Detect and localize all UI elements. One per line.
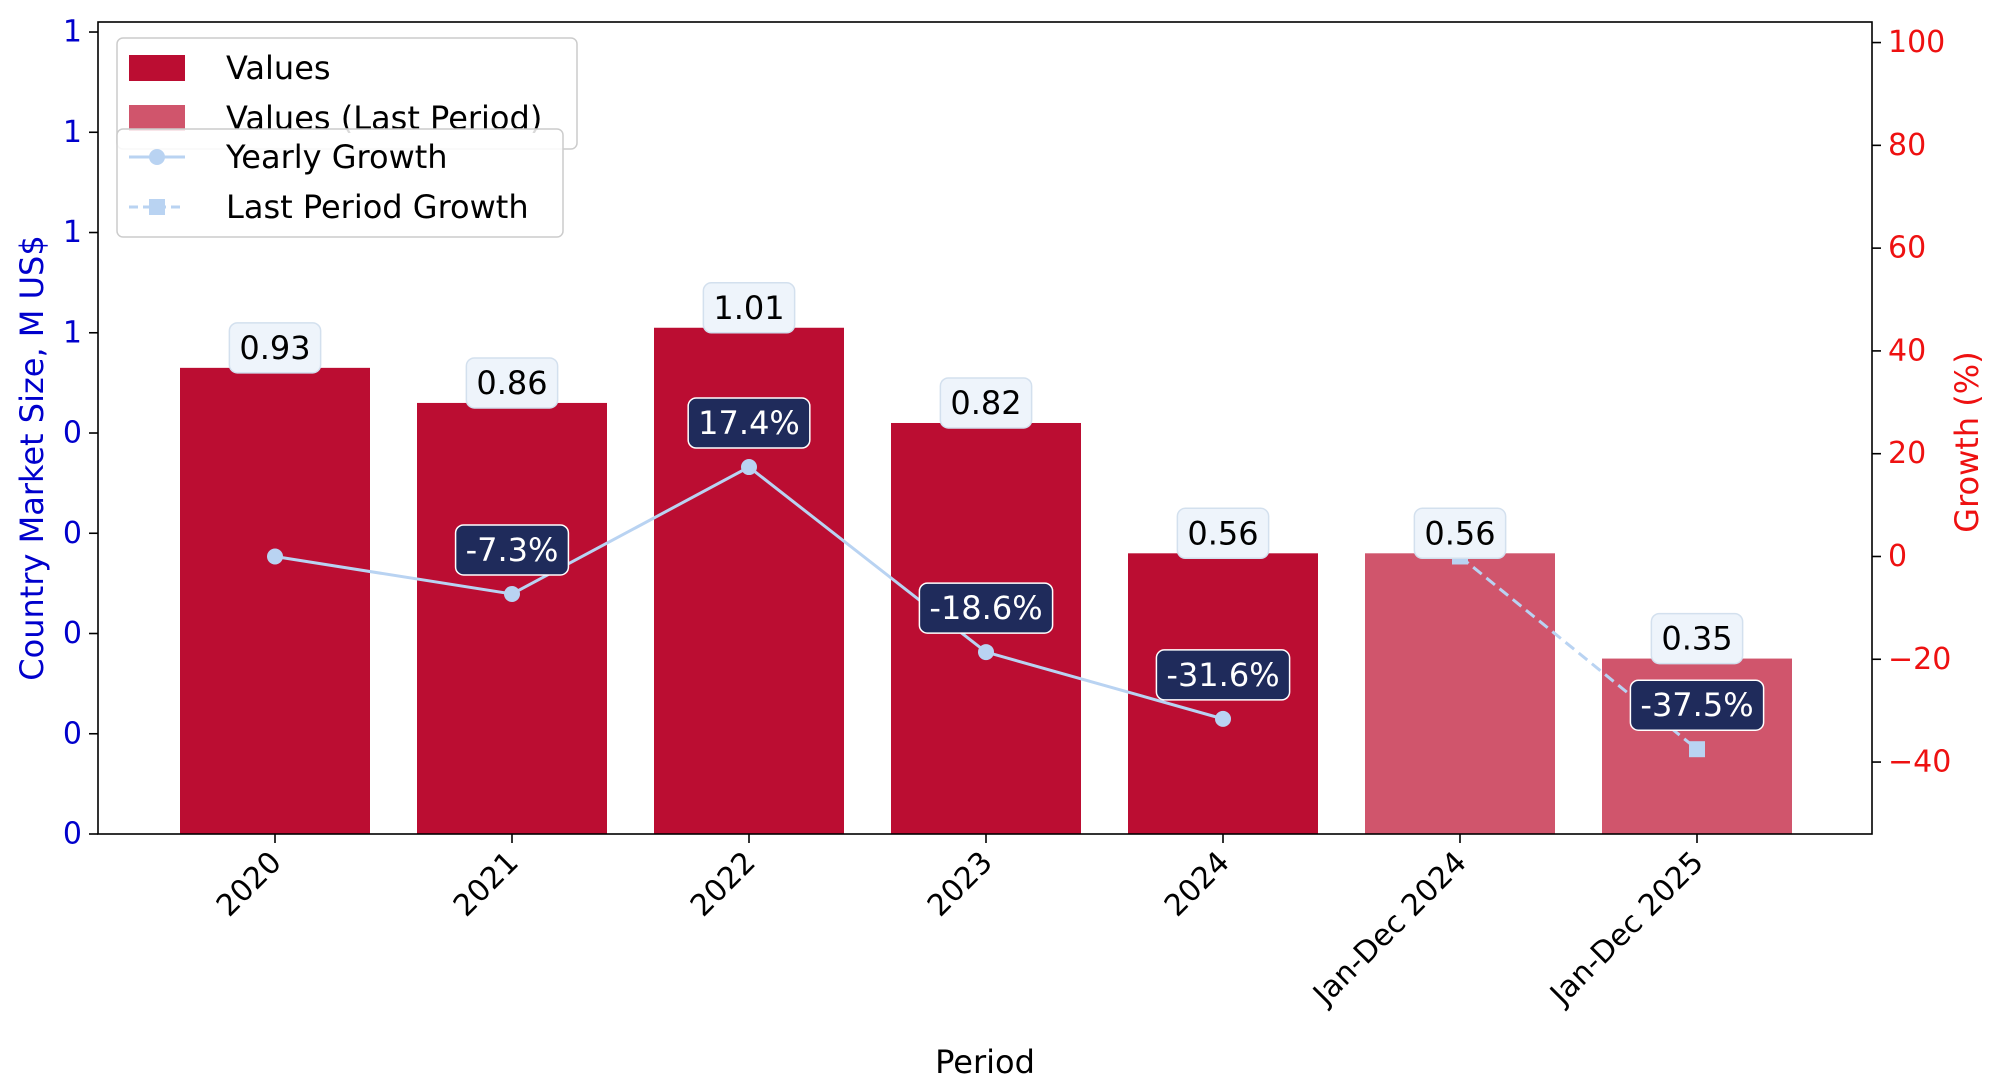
legend-marker [149,149,165,165]
bar-value-label-text: 0.56 [1187,514,1258,552]
right-axis-tick-label: −20 [1888,642,1951,677]
bar-value-label-box [1413,507,1507,560]
bar [180,367,370,834]
legend-entry-label: Last Period Growth [226,188,529,226]
growth-value-label: -18.6% [918,582,1054,634]
growth-value-label: -31.6% [1155,649,1291,701]
x-axis-tick-label: 2023 [921,845,1000,924]
right-axis-tick-label: 0 [1888,539,1907,574]
bar-value-label: 0.35 [1650,612,1744,665]
growth-value-label-text: -18.6% [929,589,1042,627]
growth-value-label-box [454,524,570,576]
right-axis-tick-label: 80 [1888,128,1926,163]
growth-marker [1215,710,1231,727]
left-axis-tick-label: 1 [63,15,82,50]
growth-marker [1689,741,1705,758]
legend-lines-box [116,128,564,238]
right-axis-title: Growth (%) [1948,351,1986,532]
legend-swatch [129,105,185,131]
legend-swatch [129,55,185,81]
left-axis-tick-label: 0 [63,716,82,751]
growth-value-label-text: -37.5% [1640,686,1753,724]
bar-value-label-text: 0.82 [950,384,1021,422]
bar-value-label-box [1176,507,1270,560]
growth-value-label-text: -7.3% [466,531,559,569]
data-labels-layer: 0.93 0.86 1.01 0.82 0.56 0.56 0.35 -7.3% 17.4% -1… [228,282,1765,731]
left-axis-tick-label: 1 [63,115,82,150]
left-axis-tick-label: 0 [63,616,82,651]
left-axis-title: Country Market Size, M US$ [13,235,51,680]
bar-value-label: 1.01 [702,282,796,334]
left-axis-tick-label: 0 [63,516,82,551]
growth-marker [267,548,283,565]
growth-value-label-box [1629,679,1765,731]
bar-value-label-box [228,322,322,374]
growth-value-label: 17.4% [687,397,811,449]
x-axis-tick-label: 2022 [684,845,763,924]
bar-value-label-text: 0.93 [239,329,310,367]
left-axis-tick-label: 0 [63,817,82,852]
bar-value-label: 0.93 [228,322,322,374]
bar-value-label: 0.86 [465,357,559,409]
growth-value-label-box [918,582,1054,634]
growth-marker [741,459,757,476]
growth-value-label: -7.3% [454,524,570,576]
legend-marker [149,199,165,215]
left-axis-tick-label: 0 [63,416,82,451]
bar-value-label-box [465,357,559,409]
growth-value-label-text: 17.4% [698,404,800,442]
right-axis-tick-label: 100 [1888,25,1945,60]
x-axis-tick-label: 2020 [210,845,289,924]
growth-value-label-text: -31.6% [1166,656,1279,694]
bar-value-label: 0.82 [939,377,1033,429]
growth-marker [504,585,520,602]
x-axis-tick-label: Jan-Dec 2025 [1542,845,1710,1013]
bar-value-label: 0.56 [1176,507,1270,560]
right-axis-tick-label: 40 [1888,333,1926,368]
legend-entry-label: Yearly Growth [225,138,448,176]
bar-value-label: 0.56 [1413,507,1507,560]
x-axis-title: Period [935,1043,1035,1081]
bar [1365,553,1555,834]
plot-frame [97,21,1873,835]
bar-value-label-box [702,282,796,334]
x-axis-tick-label: 2021 [447,845,526,924]
bar-value-label-text: 0.35 [1661,620,1732,658]
bar-value-label-text: 0.56 [1424,514,1495,552]
right-axis-tick-label: 60 [1888,231,1926,266]
left-axis-tick-label: 1 [63,215,82,250]
x-axis-tick-label: 2024 [1158,845,1237,924]
growth-value-label-box [687,397,811,449]
legend-entry-label: Values [226,49,331,87]
bar-value-label-text: 0.86 [476,364,547,402]
left-axis-tick-label: 1 [63,315,82,350]
bar-value-label-box [939,377,1033,429]
bar-value-label-text: 1.01 [713,289,784,327]
bar-value-label-box [1650,612,1744,665]
growth-marker [978,644,994,661]
x-axis-tick-label: Jan-Dec 2024 [1305,845,1473,1013]
right-axis-tick-label: 20 [1888,436,1926,471]
right-axis-tick-label: −40 [1888,745,1951,780]
bar [417,402,607,834]
growth-value-label-box [1155,649,1291,701]
growth-value-label: -37.5% [1629,679,1765,731]
